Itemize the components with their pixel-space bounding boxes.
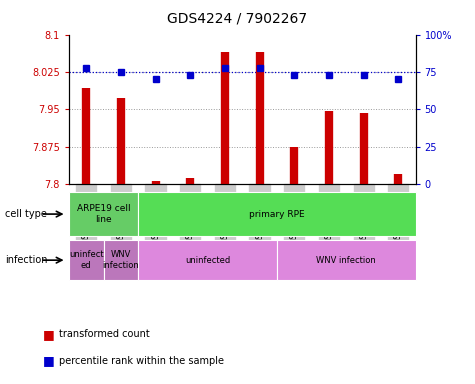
Text: percentile rank within the sample: percentile rank within the sample [59, 356, 224, 366]
Text: uninfect
ed: uninfect ed [69, 250, 104, 270]
Text: infection: infection [5, 255, 47, 265]
Text: WNV infection: WNV infection [316, 256, 376, 265]
Text: primary RPE: primary RPE [249, 210, 305, 218]
Text: WNV
infection: WNV infection [103, 250, 139, 270]
Text: uninfected: uninfected [185, 256, 230, 265]
Text: transformed count: transformed count [59, 329, 150, 339]
Text: GDS4224 / 7902267: GDS4224 / 7902267 [167, 12, 308, 25]
Text: ■: ■ [43, 354, 55, 367]
Text: cell type: cell type [5, 209, 47, 219]
Text: ARPE19 cell
line: ARPE19 cell line [77, 204, 130, 224]
Text: ■: ■ [43, 328, 55, 341]
